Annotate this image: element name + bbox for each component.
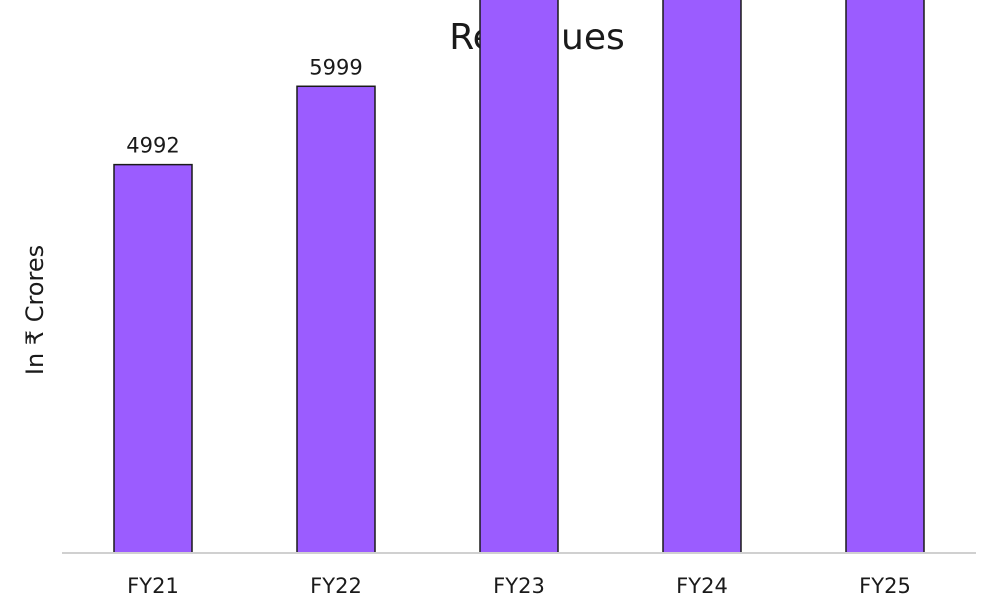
x-tick-fy25: FY25	[859, 574, 911, 598]
bars-layer	[113, 0, 925, 554]
x-tick-fy23: FY23	[493, 574, 545, 598]
bar-fy24	[662, 0, 742, 554]
data-label-fy21: 4992	[126, 134, 179, 158]
x-tick-fy21: FY21	[127, 574, 179, 598]
x-tick-labels: FY21 FY22 FY23 FY24 FY25	[127, 574, 911, 598]
data-label-fy22: 5999	[309, 55, 362, 79]
x-tick-fy24: FY24	[676, 574, 728, 598]
bar-fy21	[113, 163, 193, 554]
bar-fy23	[479, 0, 559, 554]
y-axis-label: In ₹ Crores	[21, 245, 49, 375]
bar-fy25	[845, 0, 925, 554]
bar-fy22	[296, 85, 376, 554]
x-tick-fy22: FY22	[310, 574, 362, 598]
data-labels: 499259998100979810037	[126, 55, 362, 158]
